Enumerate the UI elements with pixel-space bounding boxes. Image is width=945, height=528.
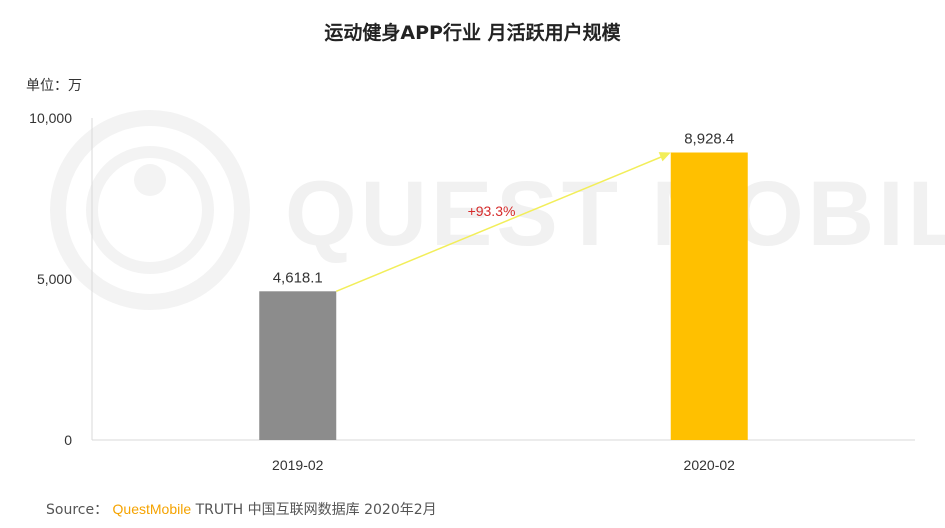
bar [259,291,337,440]
data-label: 4,618.1 [273,269,323,286]
y-tick-label: 0 [64,432,72,448]
bar [670,152,748,440]
growth-label: +93.3% [468,203,516,219]
chart-title: 运动健身APP行业 月活跃用户规模 [324,22,621,44]
data-label: 8,928.4 [684,131,734,148]
growth-arrow-head [658,152,671,162]
source-text: TRUTH 中国互联网数据库 2020年2月 [195,502,437,518]
unit-label: 单位：万 [26,78,82,94]
source-prefix: Source： [46,502,109,518]
y-tick-label: 10,000 [29,110,72,126]
x-tick-label: 2019-02 [272,457,324,473]
x-tick-label: 2020-02 [684,457,736,473]
watermark-text: QUEST MOBILE [285,163,945,265]
y-tick-label: 5,000 [37,271,72,287]
source-brand: QuestMobile [112,501,192,517]
growth-arrow-line [335,154,666,292]
source-line: Source： QuestMobile TRUTH 中国互联网数据库 2020年… [46,499,437,519]
watermark: QUEST MOBILE [50,110,945,310]
